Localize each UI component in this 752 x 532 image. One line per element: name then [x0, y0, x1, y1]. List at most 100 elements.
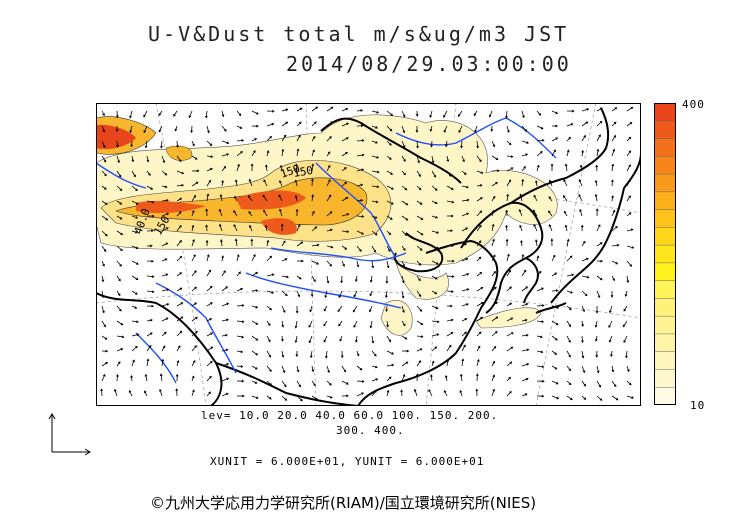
wind-arrow — [431, 185, 438, 191]
wind-arrow — [116, 215, 123, 220]
wind-arrow — [506, 269, 511, 277]
wind-arrow — [176, 360, 180, 367]
wind-arrow — [622, 320, 628, 328]
wind-arrow — [311, 210, 315, 217]
wind-arrow — [264, 224, 268, 232]
wind-arrow — [340, 350, 344, 359]
wind-arrow — [101, 200, 108, 205]
wind-arrow — [356, 392, 364, 397]
wind-arrow — [353, 290, 358, 298]
wind-arrow — [341, 122, 350, 127]
wind-arrow — [536, 164, 540, 172]
wind-arrow — [608, 320, 613, 328]
wind-arrow — [206, 391, 211, 397]
wind-arrow — [311, 275, 316, 283]
wind-arrow — [444, 140, 448, 148]
wind-arrow — [281, 134, 287, 142]
wind-arrow — [581, 290, 588, 297]
wind-arrow — [596, 380, 602, 388]
wind-arrow — [474, 125, 478, 133]
wind-arrow — [294, 320, 298, 329]
wind-arrow — [521, 125, 528, 132]
wind-arrow — [416, 155, 420, 164]
wind-arrow — [401, 320, 406, 327]
wind-arrow — [596, 107, 603, 112]
wind-arrow — [116, 200, 123, 205]
wind-arrow — [206, 375, 212, 382]
wind-arrow — [596, 275, 603, 281]
wind-arrow — [116, 275, 121, 282]
wind-arrow — [161, 242, 169, 247]
wind-arrow — [566, 380, 572, 386]
wind-arrow — [251, 289, 259, 292]
wind-arrow — [101, 362, 109, 367]
wind-arrow — [371, 200, 379, 204]
wind-arrow — [101, 215, 109, 221]
wind-arrow — [101, 290, 105, 299]
wind-arrow — [581, 305, 585, 313]
wind-arrow — [536, 255, 540, 262]
wind-arrow — [581, 121, 589, 127]
wind-arrow — [536, 151, 543, 157]
wind-arrow — [294, 179, 298, 187]
wind-arrow — [341, 137, 349, 142]
wind-arrow — [326, 245, 334, 249]
wind-arrow — [371, 390, 377, 397]
wind-arrow — [431, 346, 438, 352]
wind-arrow — [386, 389, 390, 397]
wind-arrow — [536, 365, 545, 369]
wind-arrow — [534, 239, 538, 247]
wind-arrow — [416, 200, 423, 205]
wind-arrow — [429, 125, 433, 132]
wind-arrow — [176, 155, 182, 163]
wind-arrow — [266, 380, 273, 386]
wind-arrow — [505, 110, 508, 119]
wind-arrow — [476, 210, 483, 217]
wind-arrow — [431, 290, 438, 295]
wind-arrow — [249, 224, 253, 232]
wind-arrow — [341, 196, 349, 202]
wind-arrow — [281, 350, 285, 358]
wind-arrow — [281, 240, 286, 247]
wind-arrow — [221, 179, 224, 187]
wind-arrow — [431, 305, 439, 310]
wind-arrow — [175, 373, 179, 382]
wind-arrow — [161, 185, 168, 189]
wind-arrow — [221, 165, 227, 172]
wind-arrow — [536, 287, 544, 292]
wind-arrow — [144, 373, 148, 382]
wind-arrow — [205, 224, 208, 232]
wind-arrow — [101, 349, 109, 353]
wind-arrow — [611, 275, 615, 282]
wind-arrow — [476, 170, 484, 174]
wind-arrow — [625, 350, 628, 359]
wind-arrow — [611, 179, 614, 187]
wind-arrow — [236, 335, 245, 339]
wind-arrow — [551, 272, 558, 277]
wind-arrow — [521, 140, 530, 144]
rivers — [96, 117, 557, 384]
wind-arrow — [506, 332, 514, 337]
wind-arrow — [221, 255, 225, 262]
colorbar-step — [654, 103, 676, 122]
wind-arrow — [101, 275, 105, 283]
wind-arrow — [460, 140, 463, 149]
wind-arrow — [131, 290, 138, 295]
wind-arrow — [221, 362, 230, 367]
wind-arrow — [116, 374, 119, 382]
wind-arrow — [251, 124, 259, 128]
wind-arrow — [251, 254, 256, 262]
wind-arrow — [281, 290, 288, 297]
wind-arrow — [205, 239, 209, 247]
wind-arrow — [176, 140, 179, 148]
wind-arrow — [356, 245, 362, 252]
wind-arrow — [566, 335, 571, 343]
wind-vectors — [100, 106, 635, 402]
wind-arrow — [221, 377, 230, 382]
wind-arrow — [176, 239, 182, 247]
wind-arrow — [176, 170, 185, 175]
wind-arrow — [566, 365, 572, 372]
wind-arrow — [566, 290, 574, 294]
wind-arrow — [236, 365, 244, 368]
units-line: XUNIT = 6.000E+01, YUNIT = 6.000E+01 — [210, 455, 485, 468]
